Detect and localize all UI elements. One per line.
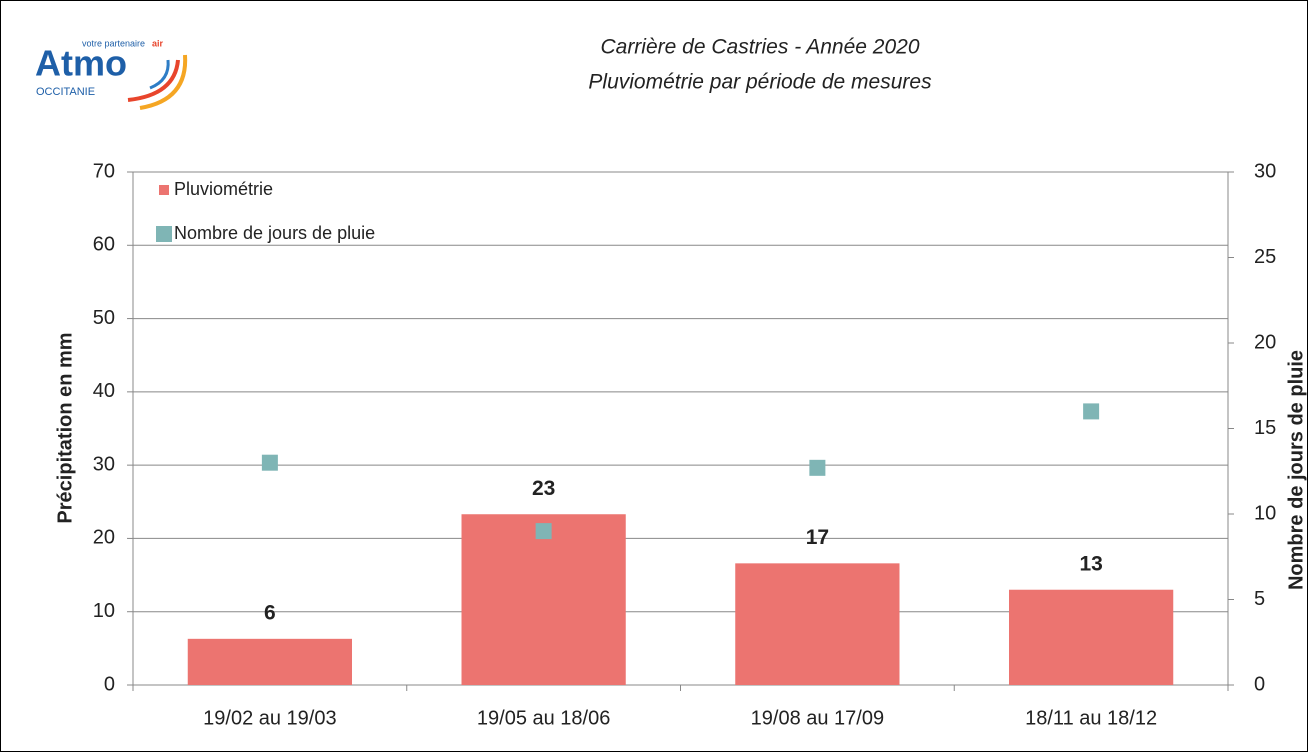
marker <box>809 459 826 476</box>
y-tick-label: 10 <box>93 600 115 622</box>
bar <box>461 514 626 685</box>
logo-arc <box>139 54 188 110</box>
chart-subtitle: Pluviométrie par période de mesures <box>588 71 932 94</box>
y2-tick-label: 0 <box>1254 673 1265 695</box>
y2-tick-label: 30 <box>1254 160 1276 182</box>
x-tick-label: 19/08 au 17/09 <box>751 707 884 729</box>
x-tick-label: 18/11 au 18/12 <box>1025 707 1157 729</box>
y-tick-label: 30 <box>93 453 115 475</box>
marker <box>261 454 278 471</box>
y2-tick-label: 15 <box>1254 417 1276 439</box>
marker <box>1083 403 1100 420</box>
logo-arc <box>127 59 180 102</box>
logo-tagline: votre partenaire <box>82 38 145 48</box>
y2-tick-label: 25 <box>1254 246 1276 268</box>
y-tick-label: 40 <box>93 380 115 402</box>
logo-arc <box>149 59 170 90</box>
logo-name: Atmo <box>35 43 127 84</box>
y2-tick-label: 5 <box>1254 588 1265 610</box>
y2-axis-label: Nombre de jours de pluie <box>1285 350 1307 590</box>
data-label: 13 <box>1079 552 1102 575</box>
legend-label: Nombre de jours de pluie <box>174 223 375 243</box>
logo-region: OCCITANIE <box>36 86 95 98</box>
y-tick-label: 70 <box>93 160 115 182</box>
y2-tick-label: 20 <box>1254 331 1276 353</box>
x-tick-label: 19/02 au 19/03 <box>203 707 336 729</box>
y-axis-label: Précipitation en mm <box>54 332 76 523</box>
bar <box>187 638 352 685</box>
logo: Atmo votre partenaire air OCCITANIE <box>35 38 188 110</box>
marker <box>535 523 552 540</box>
y-tick-label: 50 <box>93 307 115 329</box>
y2-tick-label: 10 <box>1254 502 1276 524</box>
bar <box>1009 589 1174 685</box>
legend-swatch <box>156 226 172 242</box>
bar <box>735 563 900 685</box>
data-label: 17 <box>806 526 829 549</box>
y-tick-label: 20 <box>93 527 115 549</box>
y-tick-label: 60 <box>93 234 115 256</box>
logo-tagline-accent: air <box>152 38 164 48</box>
legend-label: Pluviométrie <box>174 179 273 199</box>
x-tick-label: 19/05 au 18/06 <box>477 707 610 729</box>
chart-title: Carrière de Castries - Année 2020 <box>600 36 919 59</box>
y-tick-label: 0 <box>104 673 115 695</box>
legend-swatch <box>159 185 169 195</box>
data-label: 6 <box>264 601 276 624</box>
data-label: 23 <box>532 477 555 500</box>
